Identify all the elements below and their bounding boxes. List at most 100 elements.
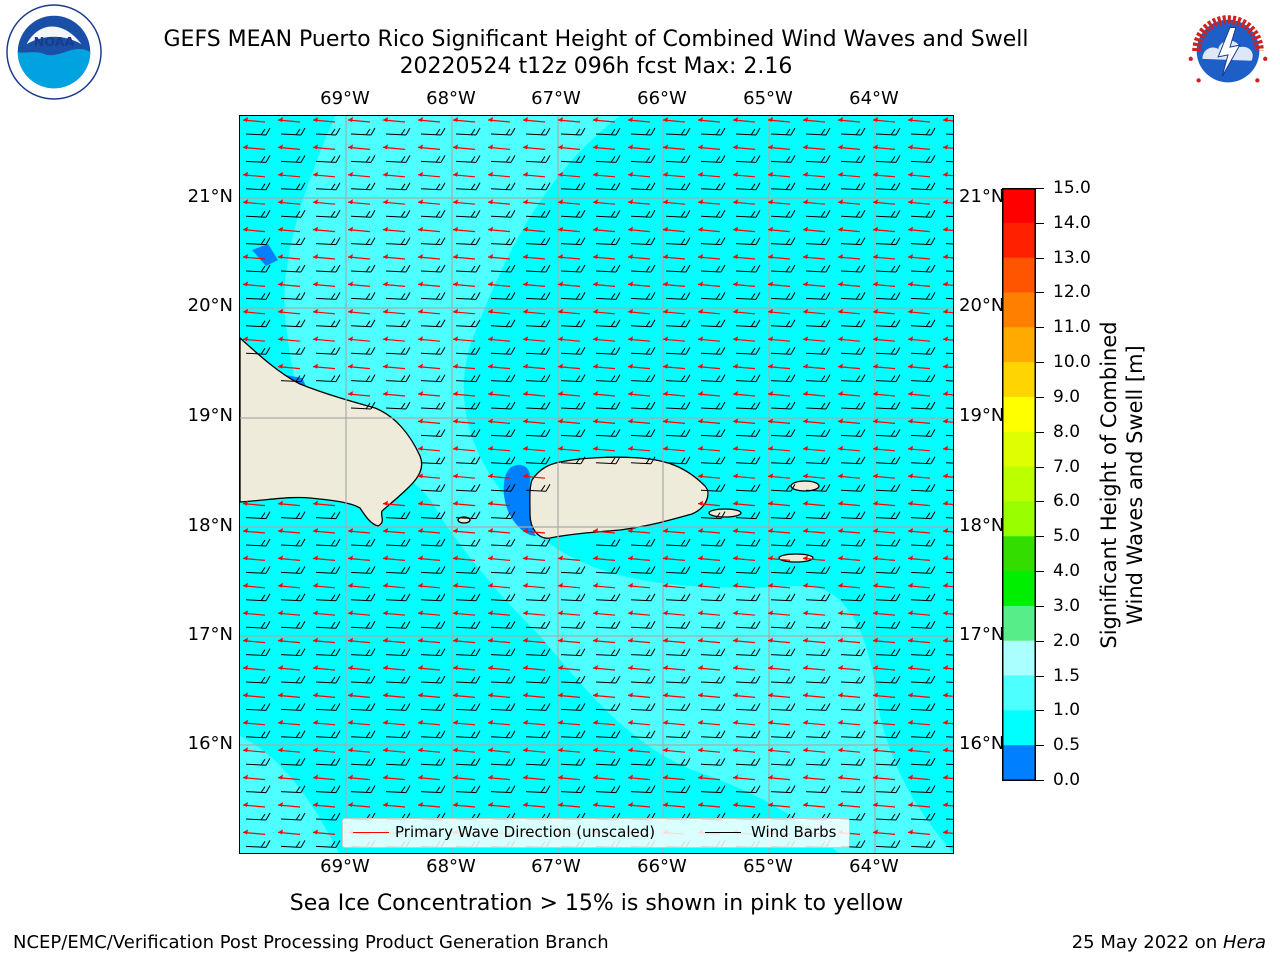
wind-barb	[420, 237, 446, 246]
wave-height-map[interactable]	[240, 116, 954, 854]
wave-direction-arrowhead	[453, 692, 458, 698]
wave-direction-arrowhead	[663, 144, 668, 150]
wind-barb	[665, 566, 691, 574]
wave-direction-arrowhead	[628, 117, 633, 122]
wave-direction-arrowhead	[383, 555, 388, 561]
wind-barb	[910, 703, 936, 711]
wave-direction-arrowhead	[243, 719, 248, 725]
wave-direction-arrowhead	[278, 336, 283, 342]
wind-barb	[665, 675, 691, 684]
colorbar-cell	[1002, 257, 1036, 293]
wave-direction-arrowhead	[558, 719, 563, 725]
wave-direction-arrowhead	[523, 637, 528, 643]
wave-direction-arrowhead	[733, 336, 738, 342]
wind-barb	[315, 648, 341, 657]
wind-barb	[420, 346, 446, 355]
wave-direction-arrowhead	[488, 802, 493, 807]
wind-barb	[490, 155, 516, 163]
wind-barb	[525, 237, 551, 246]
wind-barb	[945, 188, 953, 190]
wave-direction-arrowhead	[873, 281, 878, 287]
wind-barb	[945, 763, 953, 766]
wind-barb	[840, 401, 866, 410]
wave-direction-arrowhead	[768, 747, 773, 753]
wave-direction-arrowhead	[523, 336, 528, 342]
wind-barb	[315, 840, 341, 848]
wind-barb	[490, 675, 516, 684]
wind-barb	[700, 237, 726, 246]
wind-barb	[490, 511, 516, 520]
wave-direction-arrowhead	[698, 473, 703, 479]
wave-direction-arrowhead	[418, 555, 423, 561]
wind-barb	[420, 757, 446, 766]
colorbar-cell	[1002, 292, 1036, 328]
wind-barb	[245, 155, 271, 163]
wind-barb	[630, 538, 656, 547]
wave-direction-arrowhead	[348, 774, 353, 780]
wave-direction-arrowhead	[313, 692, 318, 698]
wind-barb	[245, 319, 271, 328]
wind-barb	[875, 648, 901, 657]
wave-direction-arrowhead	[348, 610, 353, 616]
wind-barb	[490, 209, 516, 218]
wave-direction-arrowhead	[278, 254, 283, 259]
wave-direction-arrowhead	[768, 802, 773, 807]
wind-barb	[665, 182, 691, 191]
wind-barb	[630, 648, 656, 657]
wave-direction-arrowhead	[593, 226, 598, 232]
wind-barb	[700, 209, 726, 218]
wave-direction-arrowhead	[628, 555, 633, 561]
wind-barb	[280, 264, 306, 273]
wind-barb	[735, 593, 761, 602]
wind-barb	[560, 648, 586, 657]
wave-direction-arrowhead	[838, 692, 843, 698]
wind-barb	[385, 648, 411, 657]
map-panel[interactable]	[239, 115, 954, 854]
colorbar-tick-mark	[1036, 640, 1044, 642]
wind-barb	[245, 209, 271, 218]
wave-direction-arrowhead	[733, 199, 738, 205]
wind-barb	[665, 401, 691, 410]
wave-direction-arrowhead	[278, 363, 283, 369]
wind-barb	[700, 456, 726, 465]
wave-direction-arrowhead	[523, 144, 528, 150]
colorbar-tick-label: 0.0	[1053, 770, 1081, 790]
wave-direction-arrowhead	[663, 308, 668, 314]
wave-direction-arrowhead	[383, 254, 388, 259]
wave-direction-arrowhead	[803, 254, 808, 259]
wave-direction-arrowhead	[488, 199, 493, 205]
wind-barb	[840, 483, 866, 492]
wind-barb	[840, 620, 866, 629]
wave-direction-arrowhead	[383, 500, 388, 506]
wind-barb	[385, 182, 411, 191]
wave-direction-arrowhead	[383, 336, 388, 342]
wind-barb	[385, 620, 411, 629]
colorbar-cell	[1002, 327, 1036, 363]
wind-barb	[805, 346, 831, 355]
nws-logo	[1180, 3, 1276, 99]
wave-direction-arrowhead	[418, 774, 423, 780]
wave-direction-arrowhead	[383, 528, 388, 533]
wind-barb	[700, 319, 726, 328]
wind-barb	[875, 182, 901, 191]
wind-barb	[455, 538, 481, 547]
wave-direction-arrowhead	[943, 117, 948, 122]
wave-direction-arrowhead	[908, 829, 913, 835]
lat-label-left-21n: 21°N	[187, 186, 233, 207]
wave-direction-arrowhead	[908, 199, 913, 205]
wave-direction-arrowhead	[803, 473, 808, 479]
wind-barb	[875, 483, 901, 492]
wind-barb	[280, 593, 306, 602]
wave-direction-arrowhead	[418, 747, 423, 753]
wind-barb	[420, 456, 446, 465]
wave-direction-arrowhead	[558, 555, 563, 561]
wave-direction-arrowhead	[733, 802, 738, 807]
colorbar-cell	[1002, 710, 1036, 746]
wind-barb	[455, 429, 481, 437]
wind-barb	[875, 237, 901, 246]
wind-barb	[525, 292, 551, 300]
wave-direction-arrowhead	[383, 199, 388, 205]
wave-direction-arrowhead	[943, 665, 948, 670]
wind-barb	[945, 791, 953, 793]
wave-direction-arrowhead	[558, 308, 563, 314]
